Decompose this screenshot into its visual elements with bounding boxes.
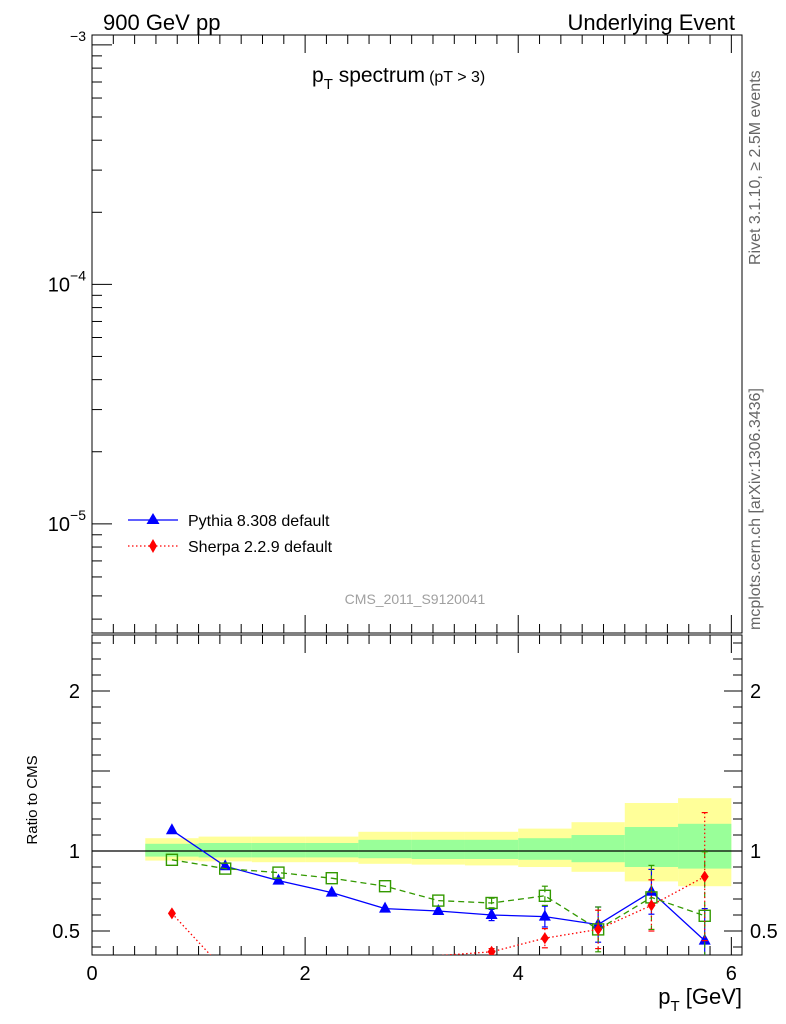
ratio-panel: 0.5 0.5 1 1 2 2 0 2 4 6 xyxy=(52,635,778,985)
data-point-diamond xyxy=(700,870,709,883)
green-band-bin xyxy=(411,839,465,859)
x-tick-label: 6 xyxy=(726,963,737,985)
main-panel-frame xyxy=(91,34,743,634)
data-point-diamond xyxy=(540,932,549,945)
title-subscript: T xyxy=(324,76,333,93)
rivet-version-label: Rivet 3.1.10, ≥ 2.5M events xyxy=(747,70,764,265)
main-y-tick-label: 10−5 xyxy=(48,507,86,536)
green-band-bin xyxy=(305,843,359,858)
title-cut: (pT > 3) xyxy=(429,69,485,86)
x-tick-label: 2 xyxy=(300,963,311,985)
data-point-triangle xyxy=(432,904,445,915)
data-point-diamond xyxy=(221,965,229,977)
data-point-triangle xyxy=(272,873,285,885)
ratio-panel-frame xyxy=(91,634,743,956)
main-y-tick-label: 10−4 xyxy=(48,267,86,296)
ratio-x-ticks: 0 2 4 6 xyxy=(86,635,737,985)
main-panel: 10−5 10−4 −3 xyxy=(48,28,732,633)
data-point-triangle xyxy=(325,885,338,897)
green-band-bin xyxy=(624,827,679,867)
plot-title: pT spectrum (pT > 3) xyxy=(312,64,485,93)
x-axis-label-main: p xyxy=(658,984,670,1009)
uncertainty-bands xyxy=(145,798,732,887)
data-point-diamond xyxy=(487,945,496,955)
green-band-bin xyxy=(571,835,625,863)
x-tick-label: 0 xyxy=(86,963,97,985)
main-y-tick-label: −3 xyxy=(70,28,86,44)
legend-marker-sherpa xyxy=(149,539,157,553)
series-line xyxy=(171,859,705,931)
data-point-diamond xyxy=(167,907,176,920)
title-main: p xyxy=(312,64,324,87)
green-band-bin xyxy=(251,843,306,858)
ratio-y-tick-label-left: 1 xyxy=(69,841,80,863)
data-point-square xyxy=(538,889,552,902)
legend: Pythia 8.308 default Sherpa 2.2.9 defaul… xyxy=(128,513,333,556)
mcplots-source-label: mcplots.cern.ch [arXiv:1306.3436] xyxy=(747,388,764,630)
ratio-y-tick-label-left: 0.5 xyxy=(52,921,80,943)
series-1 xyxy=(165,851,711,955)
analysis-watermark: CMS_2011_S9120041 xyxy=(345,591,486,607)
ratio-y-tick-label-right: 1 xyxy=(750,841,761,863)
data-point-square xyxy=(325,872,338,885)
green-band-bin xyxy=(464,839,519,859)
series-line xyxy=(171,876,706,955)
x-axis-label-unit: [GeV] xyxy=(680,984,742,1009)
legend-label-pythia: Pythia 8.308 default xyxy=(188,513,330,530)
ratio-y-tick-label-right: 0.5 xyxy=(750,921,778,943)
green-band-bin xyxy=(518,838,572,860)
legend-marker-pythia xyxy=(146,513,160,524)
data-point-triangle xyxy=(538,909,551,921)
ratio-y-tick-label-left: 2 xyxy=(69,681,80,703)
data-point-square xyxy=(165,853,179,866)
data-point-square xyxy=(432,894,445,907)
title-rest: spectrum xyxy=(333,64,425,87)
x-axis-label: pT [GeV] xyxy=(658,984,742,1015)
data-point-square xyxy=(272,866,285,879)
data-point-triangle xyxy=(165,823,178,835)
ratio-y-tick-label-right: 2 xyxy=(750,681,761,703)
data-point-diamond xyxy=(594,923,603,936)
header-left-label: 900 GeV pp xyxy=(103,10,220,35)
green-band-bin xyxy=(358,839,412,859)
header-right-label: Underlying Event xyxy=(567,10,735,35)
data-point-square xyxy=(378,880,392,893)
legend-label-sherpa: Sherpa 2.2.9 default xyxy=(188,539,333,556)
data-point-square xyxy=(485,896,498,910)
data-point-square xyxy=(218,862,232,875)
data-point-diamond xyxy=(647,899,656,912)
green-band-bin xyxy=(145,843,199,857)
data-point-triangle xyxy=(485,908,498,919)
ratio-series xyxy=(165,811,711,977)
data-point-triangle xyxy=(379,901,392,913)
green-band-bin xyxy=(198,843,252,858)
ratio-y-axis-label: Ratio to CMS xyxy=(24,755,41,844)
x-axis-label-subscript: T xyxy=(670,998,679,1015)
series-2 xyxy=(167,811,709,977)
main-y-ticks: 10−5 10−4 −3 xyxy=(48,28,112,620)
data-point-triangle xyxy=(698,933,711,945)
ratio-y-ticks: 0.5 0.5 1 1 2 2 xyxy=(52,642,778,948)
x-tick-label: 4 xyxy=(513,963,524,985)
main-x-ticks xyxy=(91,35,732,633)
